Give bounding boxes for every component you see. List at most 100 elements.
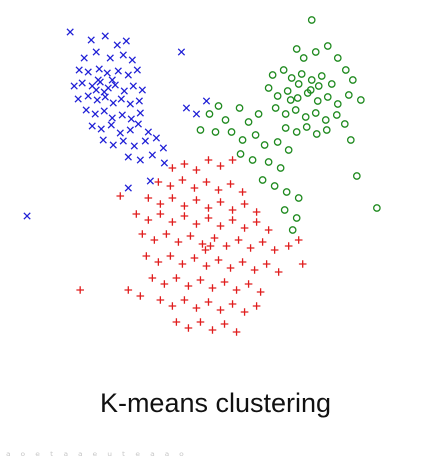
point-series-2-53 [190, 254, 199, 262]
point-series-1-13 [341, 66, 350, 74]
point-series-2-32 [228, 216, 237, 224]
point-series-2-27 [168, 218, 177, 226]
point-series-2-9 [190, 184, 199, 192]
point-series-0-68 [94, 76, 102, 84]
point-series-0-23 [120, 87, 128, 95]
point-series-2-38 [162, 230, 171, 238]
point-series-0-36 [100, 107, 108, 115]
point-series-2-11 [214, 186, 223, 194]
point-series-1-50 [248, 156, 257, 164]
point-series-1-25 [281, 110, 290, 118]
point-series-2-34 [252, 218, 261, 226]
point-series-0-4 [122, 37, 130, 45]
point-series-2-55 [214, 256, 223, 264]
point-series-1-4 [323, 42, 332, 50]
point-series-2-60 [274, 268, 283, 276]
point-series-1-16 [273, 92, 282, 100]
scatter-plot [23, 16, 381, 336]
point-series-1-35 [312, 130, 321, 138]
point-series-1-36 [322, 126, 331, 134]
point-series-2-69 [244, 280, 253, 288]
point-series-1-21 [323, 93, 332, 101]
point-series-1-56 [294, 194, 303, 202]
point-series-1-27 [301, 113, 310, 121]
point-series-2-93 [201, 246, 210, 254]
point-series-2-12 [226, 180, 235, 188]
point-series-1-66 [294, 80, 303, 88]
point-series-2-29 [192, 220, 201, 228]
point-series-0-49 [109, 141, 117, 149]
point-series-0-3 [113, 41, 121, 49]
point-series-0-30 [109, 99, 117, 107]
point-series-2-87 [232, 328, 241, 336]
point-series-2-4 [216, 162, 225, 170]
point-series-1-60 [352, 172, 361, 180]
point-series-2-83 [184, 324, 193, 332]
point-series-2-1 [180, 160, 189, 168]
point-series-2-50 [154, 258, 163, 266]
point-series-2-28 [180, 212, 189, 220]
point-series-1-58 [292, 214, 301, 222]
point-series-2-31 [216, 222, 225, 230]
point-series-2-42 [210, 234, 219, 242]
point-series-2-13 [238, 188, 247, 196]
point-series-1-8 [287, 74, 296, 82]
point-series-2-65 [196, 276, 205, 284]
point-series-1-11 [317, 72, 326, 80]
point-series-0-15 [124, 71, 132, 79]
point-series-1-2 [299, 54, 308, 62]
point-series-2-74 [168, 302, 177, 310]
point-series-2-21 [228, 206, 237, 214]
point-series-2-77 [204, 298, 213, 306]
point-series-2-76 [192, 304, 201, 312]
point-series-1-10 [307, 76, 316, 84]
point-series-0-59 [177, 48, 186, 56]
point-series-1-46 [260, 141, 269, 149]
point-series-0-18 [78, 79, 86, 87]
point-series-1-47 [273, 138, 282, 146]
point-series-2-78 [216, 306, 225, 314]
point-series-2-63 [172, 274, 181, 282]
point-series-1-67 [306, 86, 315, 94]
point-series-2-81 [252, 302, 261, 310]
point-series-2-15 [156, 200, 165, 208]
point-series-2-79 [228, 300, 237, 308]
point-series-0-41 [88, 122, 96, 130]
point-series-1-14 [348, 76, 357, 84]
point-series-1-41 [244, 118, 253, 126]
point-series-1-55 [282, 188, 291, 196]
point-series-1-33 [292, 128, 301, 136]
point-series-2-70 [256, 288, 265, 296]
point-series-0-31 [117, 95, 125, 103]
point-series-1-43 [227, 128, 236, 136]
point-series-1-18 [293, 94, 302, 102]
point-series-0-63 [146, 177, 155, 185]
point-series-2-71 [124, 286, 133, 294]
point-series-2-40 [186, 232, 195, 240]
point-series-2-80 [240, 308, 249, 316]
point-series-0-66 [92, 86, 100, 94]
point-series-0-5 [80, 54, 88, 62]
point-series-1-32 [281, 124, 290, 132]
point-series-1-34 [302, 123, 311, 131]
point-series-2-8 [178, 176, 187, 184]
point-series-2-45 [246, 244, 255, 252]
point-series-0-6 [92, 48, 100, 56]
point-series-1-54 [270, 182, 279, 190]
point-series-1-48 [284, 146, 293, 154]
point-series-0-44 [116, 129, 124, 137]
point-series-2-14 [144, 194, 153, 202]
point-series-0-47 [144, 128, 153, 136]
point-series-1-6 [268, 71, 277, 79]
point-series-2-90 [294, 236, 303, 244]
point-series-2-91 [298, 260, 307, 268]
point-series-1-45 [251, 131, 260, 139]
point-series-0-40 [136, 109, 144, 117]
point-series-0-39 [127, 115, 135, 123]
point-series-2-3 [204, 156, 213, 164]
point-series-0-9 [128, 56, 136, 64]
point-series-0-17 [70, 82, 78, 90]
point-series-2-89 [116, 192, 125, 200]
point-series-1-20 [313, 97, 322, 105]
point-series-2-51 [166, 252, 175, 260]
